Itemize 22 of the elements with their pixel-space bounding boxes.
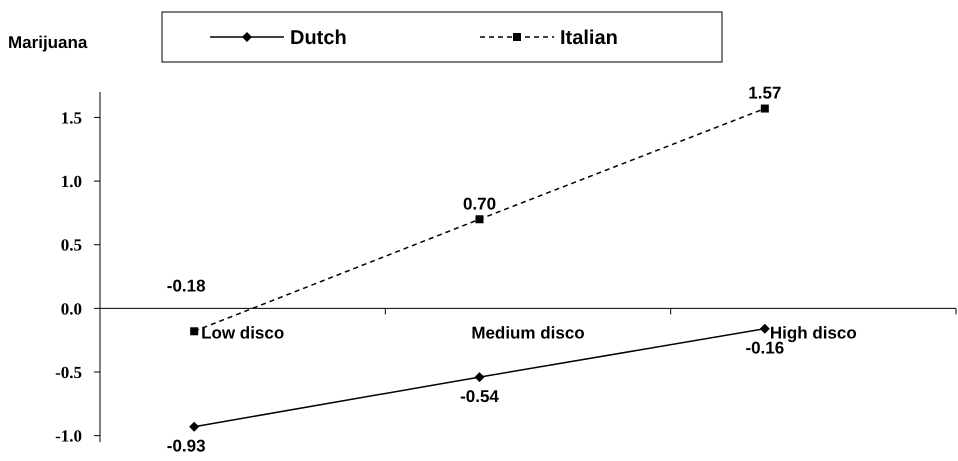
y-tick-label: 0.0 [60, 299, 82, 318]
chart-title: Marijuana [8, 33, 88, 52]
point [190, 327, 198, 336]
x-tick-label: Low disco [201, 323, 284, 342]
y-tick-label: 1.0 [60, 172, 82, 192]
point [474, 372, 484, 382]
x-tick-label: Medium disco [471, 323, 585, 342]
data-label: -0.54 [460, 387, 500, 406]
point [189, 422, 200, 432]
legend-label: Italian [560, 27, 618, 49]
legend-label: Dutch [290, 27, 347, 49]
data-label: -0.18 [166, 276, 206, 296]
point [760, 104, 769, 113]
point [760, 324, 770, 334]
data-label: 0.70 [462, 194, 496, 214]
y-tick-label: -1.0 [55, 426, 82, 446]
y-tick-label: -0.5 [55, 363, 82, 382]
data-label: -0.93 [166, 436, 206, 456]
y-tick-label: 1.5 [60, 108, 82, 128]
data-label: 1.57 [748, 84, 782, 103]
y-tick-label: 0.5 [60, 236, 82, 255]
point [475, 215, 484, 224]
